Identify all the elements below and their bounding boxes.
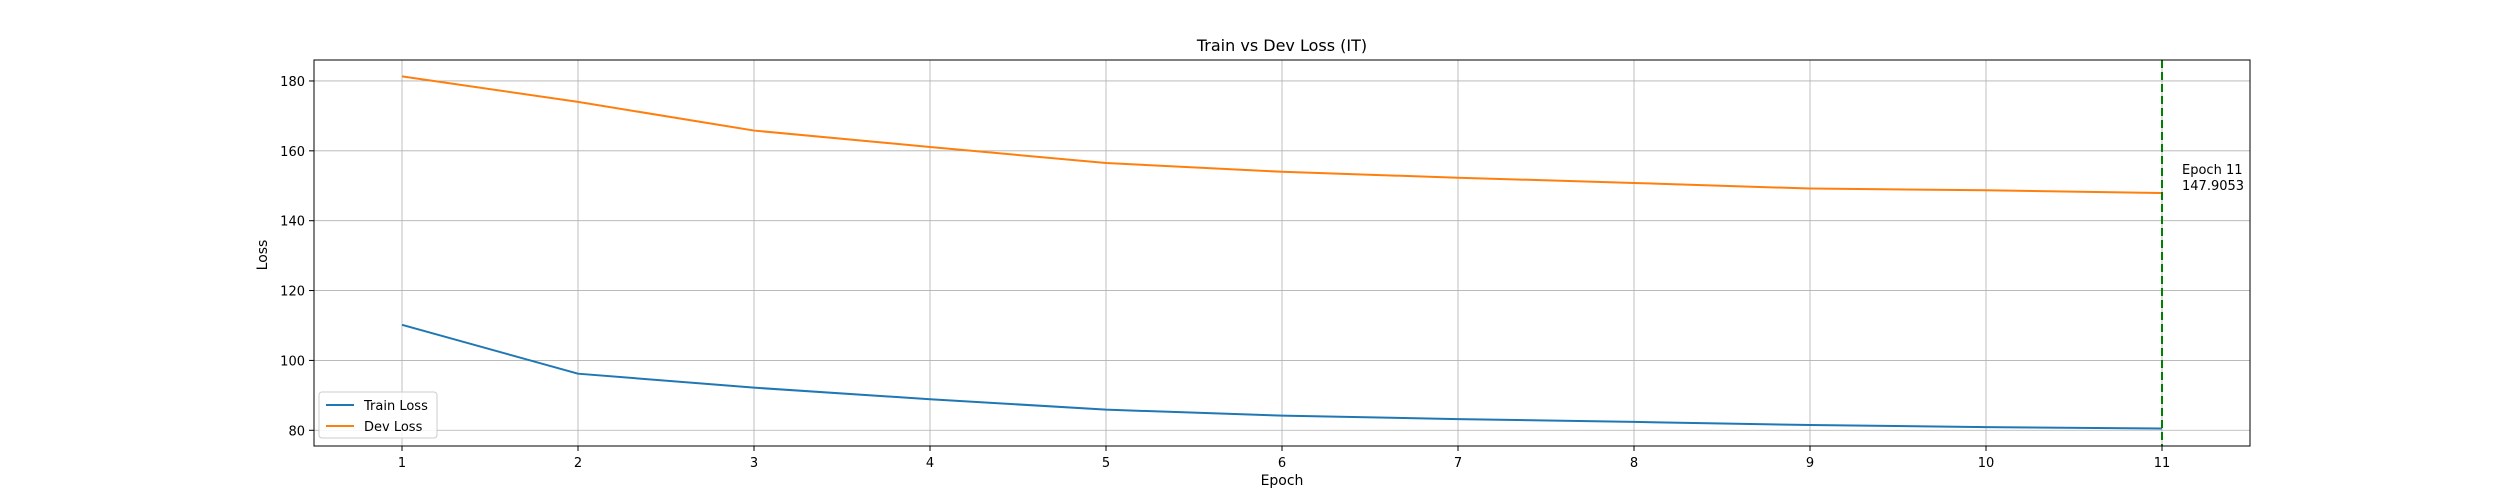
y-tick-label: 80 <box>288 424 305 439</box>
train-loss-line <box>401 323 2163 430</box>
x-axis-label: Epoch <box>1261 473 1304 489</box>
x-tick-label: 8 <box>1630 456 1638 471</box>
x-tick-label: 6 <box>1278 456 1286 471</box>
y-axis-label: Loss <box>255 240 271 271</box>
legend-label-dev: Dev Loss <box>364 420 423 435</box>
y-tick-label: 100 <box>280 354 305 369</box>
annotation: Epoch 11 147.9053 <box>2182 163 2244 194</box>
x-tick-label: 1 <box>398 456 406 471</box>
x-tick-label: 7 <box>1454 456 1462 471</box>
x-tick-label: 11 <box>2154 456 2171 471</box>
series-lines <box>401 75 2163 430</box>
annotation-value-text: 147.9053 <box>2182 179 2244 194</box>
x-tick-label: 10 <box>1978 456 1995 471</box>
x-tick-label: 5 <box>1102 456 1110 471</box>
annotation-epoch-text: Epoch 11 <box>2182 163 2242 178</box>
legend: Train Loss Dev Loss <box>318 391 438 439</box>
x-tick-label: 3 <box>750 456 758 471</box>
y-tick-label: 120 <box>280 285 305 300</box>
axis-ticks: 1 2 3 4 5 6 7 8 9 10 11 80 100 120 140 160 180 <box>280 75 2170 471</box>
x-tick-label: 4 <box>926 456 934 471</box>
chart-title: Train vs Dev Loss (IT) <box>1196 36 1367 55</box>
y-tick-label: 160 <box>280 145 305 160</box>
y-tick-label: 140 <box>280 215 305 230</box>
dev-loss-line <box>401 75 2163 195</box>
y-tick-label: 180 <box>280 75 305 90</box>
legend-label-train: Train Loss <box>363 399 428 414</box>
x-tick-label: 9 <box>1806 456 1814 471</box>
x-tick-label: 2 <box>574 456 582 471</box>
